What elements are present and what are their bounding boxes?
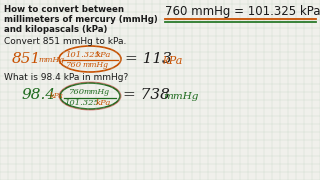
Text: and kilopascals (kPa): and kilopascals (kPa) [4, 25, 108, 34]
Text: = 738: = 738 [123, 88, 170, 102]
Text: mmHg: mmHg [163, 92, 198, 101]
Text: How to convert between: How to convert between [4, 5, 124, 14]
Text: 101.325: 101.325 [65, 51, 100, 59]
Text: 760 mmHg = 101.325 kPa: 760 mmHg = 101.325 kPa [165, 5, 320, 18]
Text: mmHg: mmHg [38, 56, 64, 64]
Text: mmHg: mmHg [83, 88, 109, 96]
Text: kPa: kPa [50, 92, 64, 100]
Text: What is 98.4 kPa in mmHg?: What is 98.4 kPa in mmHg? [4, 73, 128, 82]
Text: kPa: kPa [163, 56, 183, 66]
Text: 101.325: 101.325 [64, 99, 99, 107]
Text: = 113: = 113 [125, 52, 172, 66]
Text: mmHg: mmHg [82, 61, 108, 69]
Text: millimeters of mercury (mmHg): millimeters of mercury (mmHg) [4, 15, 158, 24]
Text: 760: 760 [69, 88, 85, 96]
Text: 98.4: 98.4 [22, 88, 56, 102]
Text: kPa: kPa [96, 51, 111, 59]
Text: 760: 760 [66, 61, 82, 69]
Text: kPa: kPa [96, 99, 111, 107]
Text: 851: 851 [12, 52, 41, 66]
Text: Convert 851 mmHg to kPa.: Convert 851 mmHg to kPa. [4, 37, 126, 46]
